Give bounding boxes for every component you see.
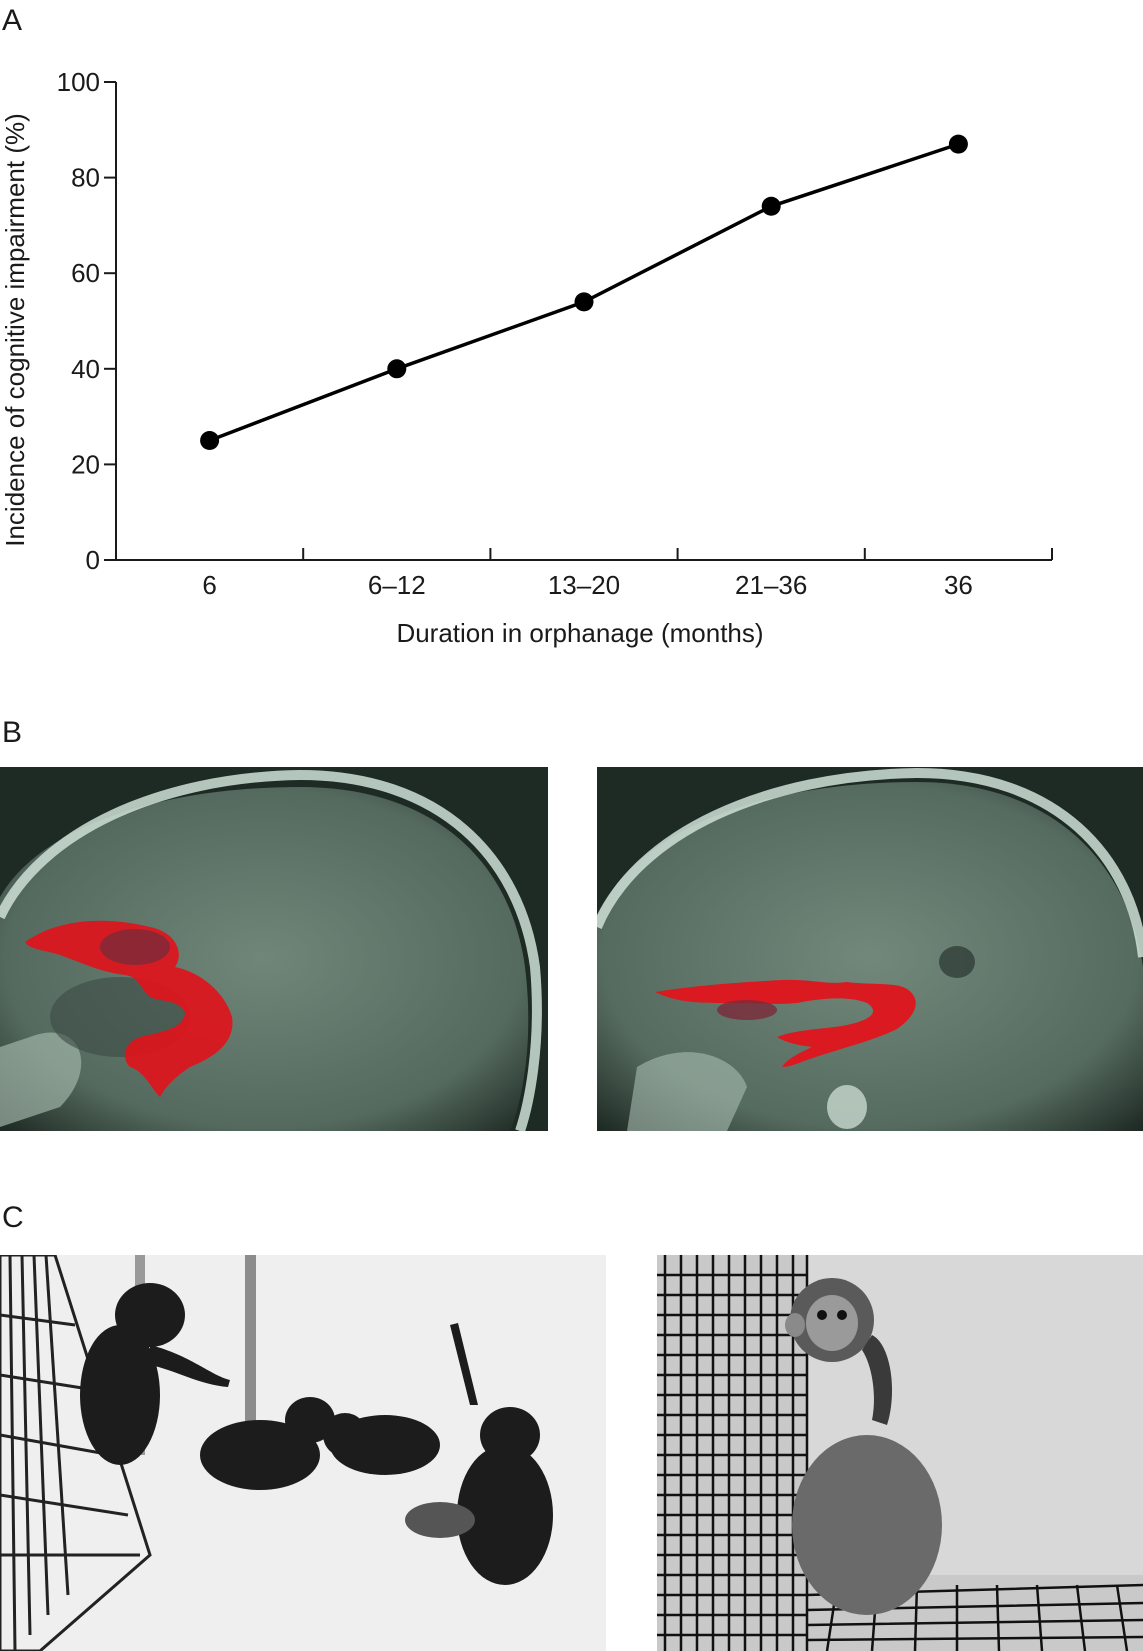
- line-chart: 0 20 40 60 80 100 6 6–12 13–20 21–36 36 Duration …: [0, 67, 1053, 648]
- monkey-figure: [785, 1278, 942, 1615]
- cage-mesh: [657, 1255, 1143, 1651]
- series-line: [208, 142, 959, 443]
- mri-image-right: [597, 767, 1143, 1131]
- data-point: [948, 134, 968, 154]
- y-tick-label: 100: [57, 67, 100, 97]
- panel-label-a: A: [2, 4, 23, 37]
- cage-grid-left: [0, 1255, 152, 1651]
- data-point: [387, 359, 407, 379]
- series-polyline: [208, 142, 959, 443]
- chart-axes: [115, 82, 1052, 561]
- y-tick-label: 40: [71, 354, 100, 384]
- x-tick-label: 6–12: [368, 570, 426, 600]
- x-tick-label: 21–36: [735, 570, 807, 600]
- y-ticks: 0 20 40 60 80 100: [57, 67, 116, 575]
- panel-label-b: B: [2, 716, 23, 749]
- mri-overlay-right: [655, 979, 916, 1067]
- y-axis-label: Incidence of cognitive impairment (%): [0, 113, 30, 547]
- data-point: [574, 292, 594, 312]
- x-ticks: 6 6–12 13–20 21–36 36: [202, 548, 1053, 600]
- data-point: [761, 196, 781, 216]
- mri-overlay-left: [25, 920, 233, 1097]
- monkeys-silhouettes: [80, 1283, 553, 1585]
- x-tick-label: 36: [944, 570, 973, 600]
- y-tick-label: 20: [71, 449, 100, 479]
- x-tick-label: 6: [202, 570, 216, 600]
- data-point: [200, 431, 220, 450]
- series-points: [200, 134, 968, 450]
- photo-monkey-isolated: [657, 1255, 1143, 1651]
- panel-label-c: C: [2, 1201, 24, 1234]
- x-tick-label: 13–20: [548, 570, 620, 600]
- x-axis-label: Duration in orphanage (months): [396, 618, 763, 648]
- y-tick-label: 0: [86, 545, 100, 575]
- y-tick-label: 80: [71, 163, 100, 193]
- y-tick-label: 60: [71, 258, 100, 288]
- mri-image-left: [0, 767, 548, 1131]
- photo-monkeys-group: [0, 1255, 606, 1651]
